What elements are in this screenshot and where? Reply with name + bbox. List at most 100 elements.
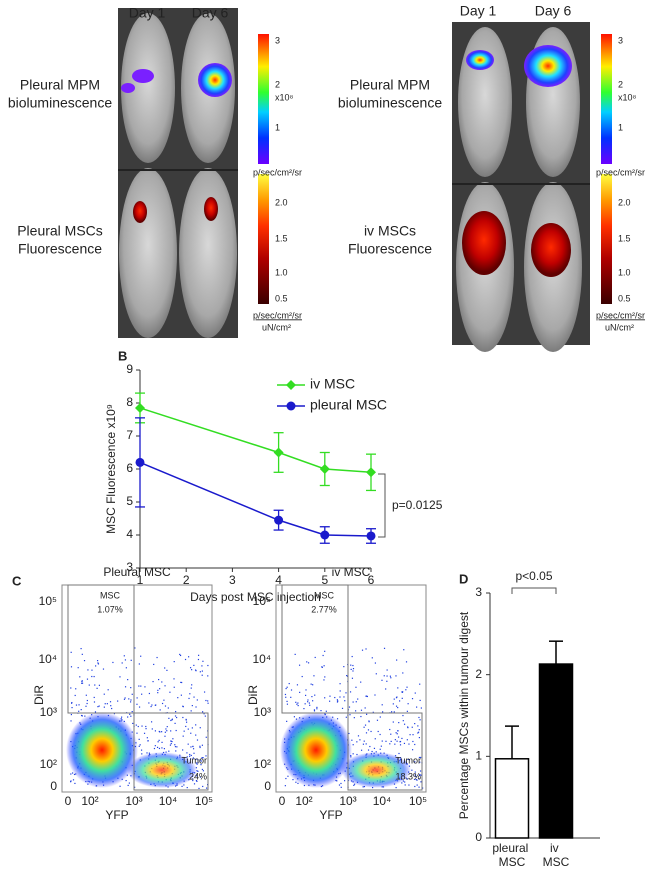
group-label: bioluminescence	[8, 95, 112, 111]
event-dot	[202, 660, 204, 662]
colorbar-tick: 2	[275, 79, 280, 89]
event-dot	[336, 718, 339, 720]
event-dot	[320, 710, 322, 712]
event-dot	[93, 675, 95, 678]
event-dot	[290, 696, 292, 698]
event-dot	[104, 703, 106, 705]
event-dot	[417, 732, 419, 734]
legend-marker	[286, 401, 296, 411]
x-tick-label: 0	[279, 794, 286, 808]
gate	[347, 712, 423, 791]
event-dot	[146, 737, 148, 739]
event-dot	[144, 686, 146, 688]
event-dot	[71, 772, 74, 774]
event-dot	[161, 747, 163, 749]
event-dot	[399, 700, 401, 702]
event-dot	[377, 730, 379, 733]
event-dot	[374, 662, 377, 664]
event-dot	[87, 669, 89, 671]
event-dot	[371, 750, 373, 753]
event-dot	[348, 732, 350, 735]
y-axis-label: Percentage MSCs within tumour digest	[457, 611, 471, 819]
x-tick-label: 10⁵	[195, 794, 213, 808]
event-dot	[158, 739, 160, 741]
event-dot	[196, 699, 198, 701]
y-tick-label: 10⁴	[252, 652, 271, 666]
colorbar-tick: 1.0	[275, 267, 288, 277]
signal-blob	[531, 223, 571, 277]
event-dot	[311, 696, 313, 698]
event-dot	[165, 728, 167, 730]
event-dot	[375, 673, 377, 675]
event-dot	[401, 697, 403, 699]
density	[341, 752, 411, 788]
event-dot	[411, 769, 413, 771]
event-dot	[353, 784, 355, 786]
event-dot	[285, 687, 287, 690]
event-dot	[146, 752, 148, 754]
event-dot	[408, 784, 410, 786]
event-dot	[411, 698, 414, 700]
event-dot	[158, 678, 160, 681]
colorbar-unit: uN/cm²	[262, 322, 291, 332]
event-dot	[309, 704, 311, 706]
event-dot	[81, 715, 83, 717]
event-dot	[134, 786, 136, 788]
event-dot	[404, 781, 406, 783]
y-tick-label: 1	[475, 749, 482, 763]
event-dot	[125, 667, 127, 669]
event-dot	[416, 784, 418, 786]
event-dot	[191, 705, 193, 707]
group-label: Fluorescence	[18, 241, 102, 257]
event-dot	[364, 707, 366, 709]
event-dot	[75, 704, 78, 706]
y-tick-label: 10³	[40, 705, 57, 719]
event-dot	[313, 675, 315, 677]
event-dot	[91, 675, 93, 678]
event-dot	[174, 746, 177, 748]
event-dot	[356, 741, 358, 743]
event-dot	[192, 748, 195, 750]
density	[66, 712, 138, 788]
plot-frame	[275, 584, 427, 793]
event-dot	[184, 658, 187, 661]
event-dot	[183, 784, 185, 786]
y-tick-label: 10⁵	[39, 594, 57, 608]
event-dot	[307, 699, 309, 701]
event-dot	[140, 685, 142, 687]
event-dot	[190, 754, 192, 757]
event-dot	[286, 700, 288, 703]
event-dot	[393, 698, 395, 700]
series-line	[139, 407, 372, 474]
event-dot	[406, 778, 409, 780]
colorbar-unit: p/sec/cm²/sr	[596, 167, 645, 177]
event-dot	[390, 733, 392, 735]
event-dot	[398, 722, 400, 724]
event-dot	[413, 778, 416, 780]
event-dot	[205, 736, 207, 738]
event-dot	[329, 700, 331, 702]
event-dot	[420, 774, 422, 776]
signal-blob	[132, 69, 154, 83]
event-dot	[207, 702, 209, 704]
event-dot	[385, 740, 387, 742]
event-dot	[385, 688, 387, 690]
event-dot	[166, 669, 168, 671]
density	[280, 712, 352, 788]
event-dot	[365, 743, 367, 745]
event-dot	[314, 694, 316, 696]
event-dot	[207, 675, 209, 677]
bar	[494, 758, 530, 839]
event-dot	[321, 666, 323, 668]
event-dot	[110, 705, 112, 707]
y-tick-label: 10²	[40, 757, 57, 771]
event-dot	[323, 679, 325, 681]
event-dot	[418, 774, 421, 776]
event-dot	[419, 683, 421, 685]
event-dot	[351, 677, 354, 679]
event-dot	[394, 739, 396, 741]
event-dot	[370, 730, 372, 733]
event-dot	[86, 699, 88, 702]
event-dot	[119, 676, 121, 678]
event-dot	[402, 672, 404, 674]
